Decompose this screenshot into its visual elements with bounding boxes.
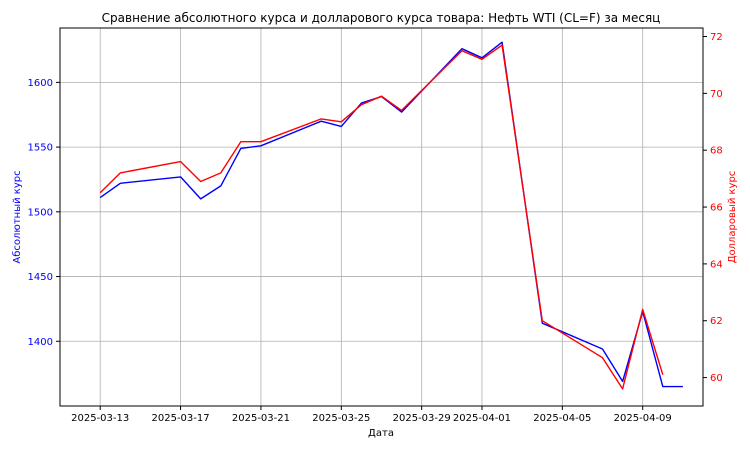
axes: 2025-03-13 2025-03-17 2025-03-21 2025-03-25… — [28, 32, 723, 424]
right-y-tick-label: 60 — [710, 373, 723, 384]
x-axis-title: Дата — [368, 428, 394, 439]
dollar-rate-line — [99, 44, 664, 390]
right-y-tick-label: 68 — [710, 146, 723, 157]
x-tick-label: 2025-04-09 — [614, 413, 672, 424]
chart-title: Сравнение абсолютного курса и долларовог… — [102, 11, 661, 25]
x-tick-label: 2025-03-13 — [71, 413, 129, 424]
x-tick-label: 2025-03-29 — [393, 413, 451, 424]
left-y-tick-label: 1500 — [28, 207, 53, 218]
left-y-tick-label: 1400 — [28, 337, 53, 348]
x-tick-label: 2025-03-25 — [312, 413, 370, 424]
right-y-axis-title: Долларовый курс — [727, 171, 738, 264]
x-tick-label: 2025-03-17 — [152, 413, 210, 424]
plot-frame — [59, 27, 704, 407]
left-y-tick-label: 1450 — [28, 272, 53, 283]
left-y-tick-label: 1550 — [28, 143, 53, 154]
x-tick-label: 2025-04-05 — [533, 413, 591, 424]
right-y-tick-label: 70 — [710, 89, 723, 100]
x-tick-label: 2025-03-21 — [232, 413, 290, 424]
x-tick-label: 2025-04-01 — [453, 413, 511, 424]
left-y-tick-label: 1600 — [28, 78, 53, 89]
absolute-rate-line — [99, 41, 683, 388]
grid — [60, 28, 703, 406]
left-y-axis-title: Абсолютный курс — [12, 170, 23, 263]
right-y-tick-label: 66 — [710, 203, 723, 214]
plot-series — [99, 41, 683, 390]
right-y-tick-label: 64 — [710, 259, 723, 270]
right-y-tick-label: 72 — [710, 32, 723, 43]
right-y-tick-label: 62 — [710, 316, 723, 327]
